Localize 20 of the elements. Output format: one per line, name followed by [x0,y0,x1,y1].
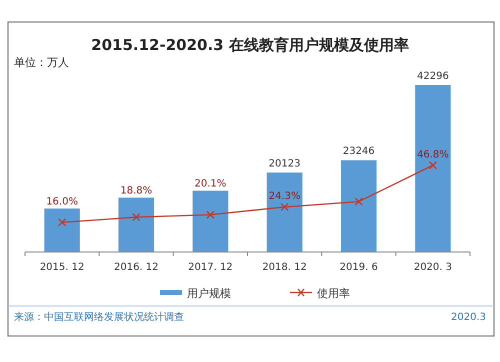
text: 2020.3 [451,312,486,323]
data-label: 18.8% [120,186,152,197]
legend-label: 用户规模 [187,287,231,300]
data-label: 20123 [268,158,300,170]
data-label: 46.8% [417,149,449,160]
text: 单位：万人 [14,56,69,69]
x-tick-label: 2018. 12 [262,262,307,273]
x-tick-label: 2017. 12 [188,262,233,273]
x-tick-label: 2016. 12 [114,262,159,273]
x-tick-label: 2015. 12 [40,262,84,273]
x-tick-label: 2019. 6 [340,262,378,273]
data-label: 20.1% [194,178,226,190]
data-label: 24.3% [268,190,300,202]
source-note: 来源：中国互联网络发展状况统计调查 [14,311,184,323]
x-tick-label: 2020. 3 [414,262,452,273]
data-label: 16.0% [46,196,78,208]
chart-title: 2015.12-2020.3 在线教育用户规模及使用率 [91,36,409,54]
data-label: 42296 [417,71,449,82]
legend-label: 使用率 [317,287,350,300]
data-label: 23246 [342,146,375,158]
